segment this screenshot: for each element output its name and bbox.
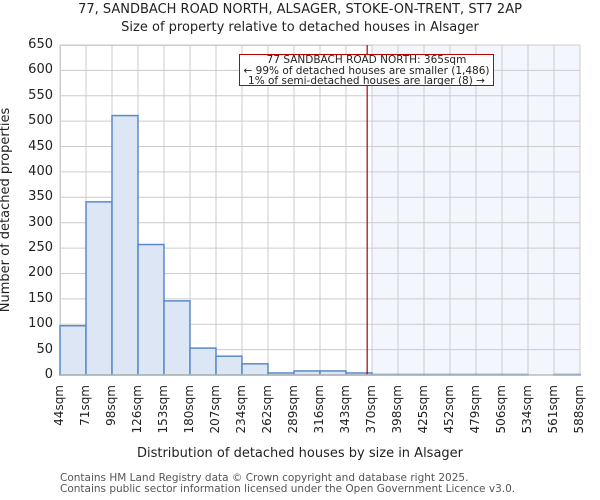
footer-attribution: Contains HM Land Registry data © Crown c… bbox=[60, 473, 515, 495]
x-tick-label: 207sqm bbox=[208, 385, 222, 434]
y-tick-label: 550 bbox=[28, 87, 53, 103]
x-tick-label: 126sqm bbox=[130, 385, 144, 434]
annotation-line-1: 77 SANDBACH ROAD NORTH: 365sqm bbox=[266, 54, 467, 66]
x-tick-label: 71sqm bbox=[78, 385, 92, 426]
histogram-bar bbox=[111, 114, 139, 376]
y-tick-label: 0 bbox=[44, 367, 53, 382]
x-tick-label: 588sqm bbox=[572, 385, 586, 434]
histogram-bar bbox=[215, 355, 243, 376]
x-tick-label: 98sqm bbox=[104, 385, 118, 426]
chart-title: 77, SANDBACH ROAD NORTH, ALSAGER, STOKE-… bbox=[78, 2, 522, 17]
y-tick-label: 500 bbox=[28, 113, 53, 129]
x-tick-label: 180sqm bbox=[182, 385, 196, 434]
y-tick-label: 300 bbox=[28, 214, 53, 230]
footer-line-1: Contains HM Land Registry data © Crown c… bbox=[60, 472, 469, 484]
y-tick-label: 100 bbox=[28, 316, 53, 332]
x-tick-label: 153sqm bbox=[156, 385, 170, 434]
x-tick-label: 370sqm bbox=[364, 385, 378, 434]
chart-subtitle: Size of property relative to detached ho… bbox=[121, 20, 479, 35]
y-tick-label: 600 bbox=[28, 62, 53, 78]
x-tick-label: 316sqm bbox=[312, 385, 326, 434]
x-tick-label: 44sqm bbox=[52, 385, 66, 426]
histogram-bar bbox=[137, 243, 165, 376]
y-tick-label: 650 bbox=[28, 37, 53, 52]
y-tick-label: 350 bbox=[28, 189, 53, 205]
y-tick-label: 450 bbox=[28, 138, 53, 154]
x-tick-label: 234sqm bbox=[234, 385, 248, 434]
x-tick-label: 398sqm bbox=[390, 385, 404, 434]
footer-line-2: Contains public sector information licen… bbox=[60, 483, 516, 495]
y-tick-label: 200 bbox=[28, 265, 53, 281]
histogram-bar bbox=[189, 347, 217, 376]
x-tick-label: 343sqm bbox=[338, 385, 352, 434]
property-annotation: 77 SANDBACH ROAD NORTH: 365sqm ← 99% of … bbox=[239, 54, 494, 86]
annotation-line-3: 1% of semi-detached houses are larger (8… bbox=[248, 75, 485, 87]
y-tick-label: 150 bbox=[28, 290, 53, 306]
y-tick-label: 50 bbox=[36, 341, 53, 357]
x-tick-label: 534sqm bbox=[520, 385, 534, 434]
histogram-bar bbox=[241, 363, 269, 376]
x-tick-label: 506sqm bbox=[494, 385, 508, 434]
histogram-bar bbox=[163, 300, 191, 376]
annotation-line-2: ← 99% of detached houses are smaller (1,… bbox=[243, 64, 490, 77]
histogram bbox=[59, 44, 581, 376]
x-tick-label: 425sqm bbox=[416, 385, 430, 434]
x-tick-label: 262sqm bbox=[260, 385, 274, 434]
x-tick-label: 289sqm bbox=[286, 385, 300, 434]
histogram-bar bbox=[85, 201, 113, 376]
x-tick-label: 561sqm bbox=[546, 385, 560, 434]
plot-area bbox=[59, 44, 581, 376]
histogram-bar bbox=[59, 325, 87, 376]
x-axis-label: Distribution of detached houses by size … bbox=[136, 446, 464, 461]
y-tick-label: 250 bbox=[28, 240, 53, 256]
x-tick-label: 452sqm bbox=[442, 385, 456, 434]
y-tick-label: 400 bbox=[28, 163, 53, 179]
x-tick-label: 479sqm bbox=[468, 385, 482, 434]
